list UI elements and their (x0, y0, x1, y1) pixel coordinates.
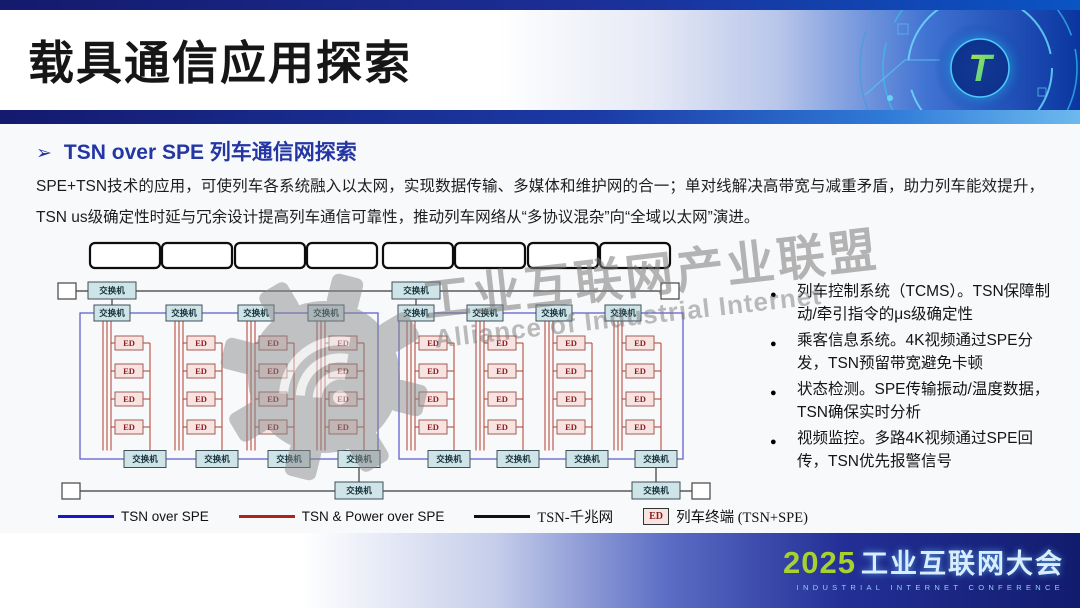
svg-text:ED: ED (195, 338, 207, 348)
list-item-text: 视频监控。多路4K视频通过SPE回传，TSN优先报警信号 (797, 430, 1033, 470)
legend-item-tsn-over-spe: TSN over SPE (58, 509, 209, 524)
footer-logo: 2025 工业互联网大会 INDUSTRIAL INTERNET CONFERE… (783, 542, 1064, 592)
svg-text:交换机: 交换机 (403, 286, 429, 296)
svg-text:ED: ED (565, 422, 577, 432)
list-item: ● 列车控制系统（TCMS）。TSN保障制动/牵引指令的μs级确定性 (770, 280, 1062, 326)
svg-text:交换机: 交换机 (574, 454, 600, 464)
svg-text:交换机: 交换机 (99, 308, 125, 318)
bullet-list: ● 列车控制系统（TCMS）。TSN保障制动/牵引指令的μs级确定性 ● 乘客信息系… (770, 280, 1062, 476)
bullet-dot-icon: ● (770, 387, 777, 399)
legend-label: TSN & Power over SPE (301, 509, 445, 524)
svg-text:ED: ED (634, 422, 646, 432)
svg-text:交换机: 交换机 (276, 454, 302, 464)
list-item: ● 状态检测。SPE传输振动/温度数据，TSN确保实时分析 (770, 378, 1062, 424)
svg-text:交换机: 交换机 (643, 486, 669, 496)
svg-text:ED: ED (267, 338, 279, 348)
legend: TSN over SPE TSN & Power over SPE TSN-千兆… (58, 506, 808, 527)
slide-body (0, 124, 1080, 533)
bullet-dot-icon: ● (770, 338, 777, 350)
svg-text:交换机: 交换机 (313, 308, 339, 318)
svg-text:交换机: 交换机 (643, 454, 669, 464)
list-item-text: 列车控制系统（TCMS）。TSN保障制动/牵引指令的μs级确定性 (797, 283, 1051, 323)
svg-text:交换机: 交换机 (204, 454, 230, 464)
svg-text:交换机: 交换机 (472, 308, 498, 318)
svg-text:交换机: 交换机 (505, 454, 531, 464)
header-tech-graphic: T (859, 0, 1080, 110)
svg-text:交换机: 交换机 (403, 308, 429, 318)
section-heading: ➢ TSN over SPE 列车通信网探索 (36, 136, 357, 166)
header-divider-bar (0, 110, 1080, 124)
bullet-dot-icon: ● (770, 436, 777, 448)
list-item: ● 视频监控。多路4K视频通过SPE回传，TSN优先报警信号 (770, 427, 1062, 473)
list-item-text: 乘客信息系统。4K视频通过SPE分发，TSN预留带宽避免卡顿 (797, 332, 1033, 372)
section-heading-text: TSN over SPE 列车通信网探索 (63, 141, 357, 164)
svg-text:交换机: 交换机 (346, 454, 372, 464)
svg-text:ED: ED (267, 394, 279, 404)
svg-text:ED: ED (496, 394, 508, 404)
page-title: 载具通信应用探索 (28, 37, 412, 89)
red-line-swatch (238, 514, 295, 519)
legend-item-ed-terminal: ED 列车终端 (TSN+SPE) (643, 506, 808, 527)
intro-paragraph: SPE+TSN技术的应用，可使列车各系统融入以太网，实现数据传输、多媒体和维护网… (36, 178, 1044, 226)
slide-footer: 2025 工业互联网大会 INDUSTRIAL INTERNET CONFERE… (0, 533, 1080, 608)
svg-text:交换机: 交换机 (132, 454, 158, 464)
svg-text:ED: ED (634, 366, 646, 376)
svg-text:ED: ED (195, 366, 207, 376)
svg-text:ED: ED (427, 338, 439, 348)
svg-text:ED: ED (427, 394, 439, 404)
svg-text:交换机: 交换机 (610, 308, 636, 318)
svg-text:交换机: 交换机 (346, 486, 372, 496)
conference-t-logo-icon: T (968, 48, 994, 90)
svg-text:ED: ED (267, 366, 279, 376)
svg-text:ED: ED (496, 422, 508, 432)
svg-text:ED: ED (123, 394, 135, 404)
svg-text:ED: ED (337, 422, 349, 432)
bullet-dot-icon: ● (770, 289, 777, 301)
svg-text:ED: ED (195, 422, 207, 432)
footer-conference-subtitle: INDUSTRIAL INTERNET CONFERENCE (796, 583, 1064, 592)
svg-text:ED: ED (337, 338, 349, 348)
svg-text:ED: ED (565, 338, 577, 348)
arrow-bullet-icon: ➢ (36, 143, 52, 164)
svg-text:ED: ED (337, 366, 349, 376)
svg-text:交换机: 交换机 (541, 308, 567, 318)
blue-line-swatch (58, 514, 114, 519)
svg-text:ED: ED (496, 338, 508, 348)
svg-text:ED: ED (496, 366, 508, 376)
svg-text:ED: ED (565, 394, 577, 404)
svg-text:ED: ED (427, 366, 439, 376)
svg-text:ED: ED (427, 422, 439, 432)
svg-text:ED: ED (123, 366, 135, 376)
ed-box-swatch: ED (643, 508, 670, 525)
black-line-swatch (474, 514, 531, 519)
svg-text:ED: ED (195, 394, 207, 404)
svg-text:交换机: 交换机 (436, 454, 462, 464)
legend-label: TSN over SPE (121, 509, 209, 524)
svg-text:ED: ED (337, 394, 349, 404)
svg-text:ED: ED (123, 338, 135, 348)
list-item-text: 状态检测。SPE传输振动/温度数据，TSN确保实时分析 (797, 381, 1050, 421)
svg-text:交换机: 交换机 (243, 308, 269, 318)
svg-text:交换机: 交换机 (171, 308, 197, 318)
footer-year: 2025 (783, 545, 856, 580)
footer-conference-title: 工业互联网大会 (861, 549, 1064, 579)
svg-text:ED: ED (634, 394, 646, 404)
legend-label: 列车终端 (TSN+SPE) (676, 510, 808, 526)
svg-text:ED: ED (565, 366, 577, 376)
top-navy-strip (0, 0, 1080, 10)
legend-label: TSN-千兆网 (537, 510, 614, 526)
legend-item-tsn-gige: TSN-千兆网 (474, 506, 613, 527)
svg-text:ED: ED (123, 422, 135, 432)
legend-item-tsn-power-over-spe: TSN & Power over SPE (238, 509, 445, 524)
svg-text:交换机: 交换机 (99, 286, 125, 296)
svg-text:ED: ED (267, 422, 279, 432)
svg-text:ED: ED (634, 338, 646, 348)
slide-header: T 载具通信应用探索 (0, 0, 1080, 110)
list-item: ● 乘客信息系统。4K视频通过SPE分发，TSN预留带宽避免卡顿 (770, 329, 1062, 375)
